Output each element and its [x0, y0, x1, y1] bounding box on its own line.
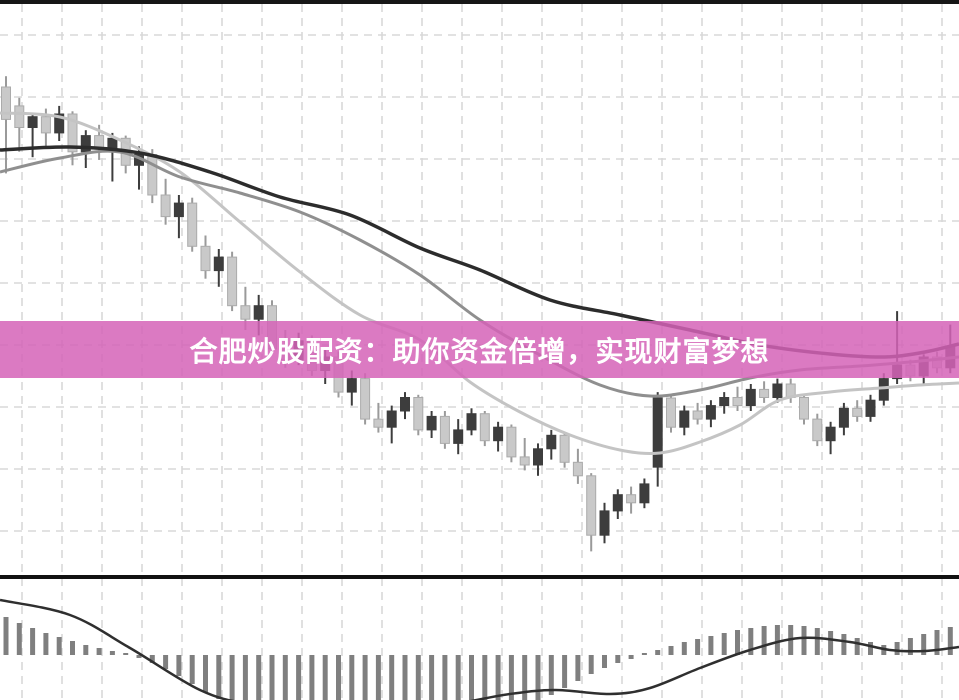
top-strip — [0, 0, 959, 4]
promo-banner-text: 合肥炒股配资：助你资金倍增，实现财富梦想 — [189, 335, 770, 367]
ma-fast — [0, 111, 959, 456]
promo-banner[interactable]: 合肥炒股配资：助你资金倍增，实现财富梦想 — [0, 321, 959, 378]
